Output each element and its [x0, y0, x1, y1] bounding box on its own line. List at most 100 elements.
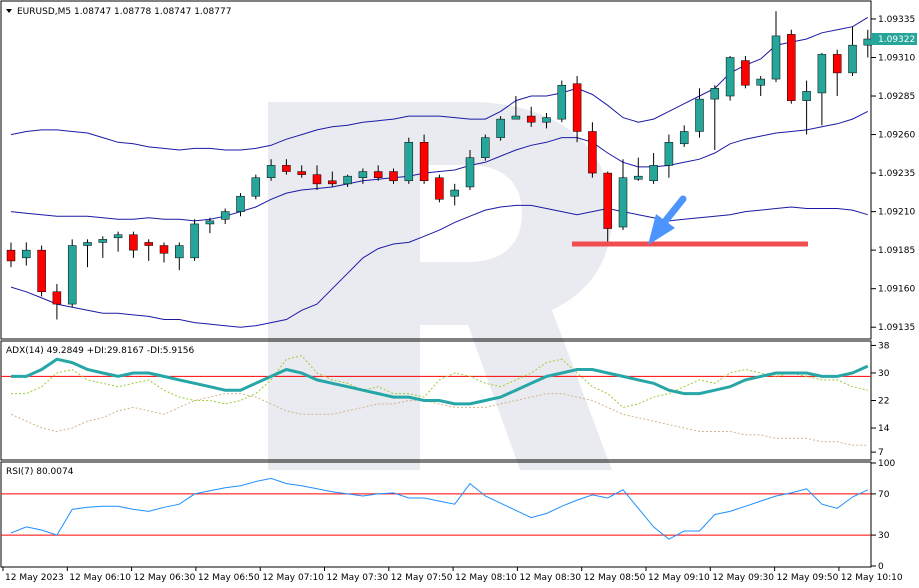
candle-body	[419, 142, 429, 182]
candle-body	[664, 142, 674, 166]
minus-di-line	[10, 393, 868, 446]
rsi-tick-label: 100	[878, 459, 895, 469]
candle-body	[526, 115, 536, 123]
candle-body	[83, 242, 92, 246]
dropdown-triangle-icon	[6, 9, 12, 13]
candle	[419, 134, 429, 184]
price-tick-label: 1.09310	[878, 53, 915, 63]
candle	[220, 208, 230, 224]
candle	[113, 231, 123, 252]
price-tick-label: 1.09135	[878, 323, 915, 333]
candle-body	[236, 195, 245, 212]
candle-body	[98, 239, 108, 243]
candlestick-series	[6, 11, 873, 320]
candle	[328, 171, 337, 187]
candle	[817, 52, 827, 126]
candle-body	[542, 117, 551, 123]
adx-axis: 38 30 22 14 7	[871, 341, 890, 458]
candle	[144, 239, 153, 261]
candle	[634, 157, 643, 181]
candle-body	[282, 165, 291, 172]
time-tick-label: 12 May 08:50	[584, 573, 646, 583]
chart-title: EURUSD,M5 1.08747 1.08778 1.08747 1.0877…	[6, 7, 231, 17]
candle	[266, 159, 276, 181]
adx-tick-label: 7	[878, 448, 884, 458]
candle	[236, 193, 245, 217]
candle	[83, 239, 92, 268]
candle-body	[129, 234, 138, 251]
time-tick-label: 12 May 09:30	[712, 573, 774, 583]
rsi-pane[interactable]: RSI(7) 80.0074	[0, 461, 872, 568]
candle	[98, 236, 108, 258]
candle	[725, 55, 735, 101]
time-tick-label: 12 May 06:30	[134, 573, 196, 583]
adx-indicator	[1, 355, 871, 446]
candle	[588, 122, 597, 178]
candle	[649, 153, 658, 184]
candle	[741, 55, 750, 89]
candle-body	[67, 245, 77, 305]
candle	[373, 165, 383, 181]
price-tick-label: 1.09335	[878, 15, 915, 25]
candle-body	[52, 291, 62, 305]
candle-body	[22, 249, 31, 259]
candle	[465, 149, 475, 191]
candle-body	[496, 118, 505, 138]
candle-body	[771, 35, 781, 80]
candle	[52, 284, 62, 320]
adx-pane[interactable]: ADX(14) 49.2849 +DI:29.8167 -DI:5.9156	[0, 340, 872, 461]
rsi-line	[10, 477, 869, 540]
adx-tick-label: 14	[878, 424, 890, 434]
candle-body	[725, 57, 735, 97]
candle	[358, 168, 368, 184]
candle-body	[787, 34, 796, 101]
candle	[787, 29, 796, 104]
candle	[129, 231, 138, 258]
candle	[802, 80, 811, 135]
time-tick-label: 12 May 08:10	[455, 573, 517, 583]
current-price-label: 1.09322	[878, 35, 915, 45]
candle-body	[634, 175, 643, 180]
candle-body	[343, 175, 352, 185]
candle	[481, 134, 490, 161]
price-tick-label: 1.09185	[878, 246, 915, 256]
time-tick-label: 12 May 06:50	[198, 573, 260, 583]
pointer-arrow-icon	[648, 195, 687, 245]
symbol-info-text: EURUSD,M5 1.08747 1.08778 1.08747 1.0877…	[17, 7, 231, 17]
candle	[297, 165, 306, 178]
candle-body	[266, 165, 276, 178]
price-tick-label: 1.09160	[878, 285, 915, 295]
price-tick-label: 1.09210	[878, 208, 915, 218]
candle	[603, 171, 612, 243]
time-axis: 12 May 2023 12 May 06:10 12 May 06:30 12 Ma…	[2, 567, 903, 583]
candle-body	[863, 38, 873, 46]
candle	[159, 242, 169, 263]
candle-body	[603, 172, 612, 229]
candle	[679, 125, 689, 147]
price-tick-label: 1.09260	[878, 131, 915, 141]
candle-body	[618, 177, 628, 228]
plus-di-line	[11, 355, 868, 408]
candle-body	[159, 245, 169, 254]
candle	[710, 85, 720, 150]
candle	[572, 75, 582, 143]
bb-upper-line	[10, 16, 869, 151]
candle	[343, 174, 352, 187]
rsi-axis: 100 70 30 0	[871, 459, 895, 572]
candle	[695, 88, 704, 138]
candle-body	[190, 223, 199, 259]
candle-body	[205, 220, 215, 225]
time-tick-label: 12 May 07:50	[391, 573, 453, 583]
time-tick-label: 12 May 10:10	[841, 573, 903, 583]
candle	[389, 168, 398, 184]
candle	[205, 217, 215, 234]
candle	[848, 26, 857, 76]
adx-line	[11, 357, 869, 406]
bb-lower-line	[10, 204, 868, 328]
price-axis: 1.09335 1.09310 1.09285 1.09260 1.09235 1.092…	[871, 15, 917, 333]
candle	[22, 242, 31, 266]
candle-body	[481, 137, 490, 158]
candle	[6, 242, 16, 268]
main-pane[interactable]: EURUSD,M5 1.08747 1.08778 1.08747 1.0877…	[0, 0, 873, 340]
